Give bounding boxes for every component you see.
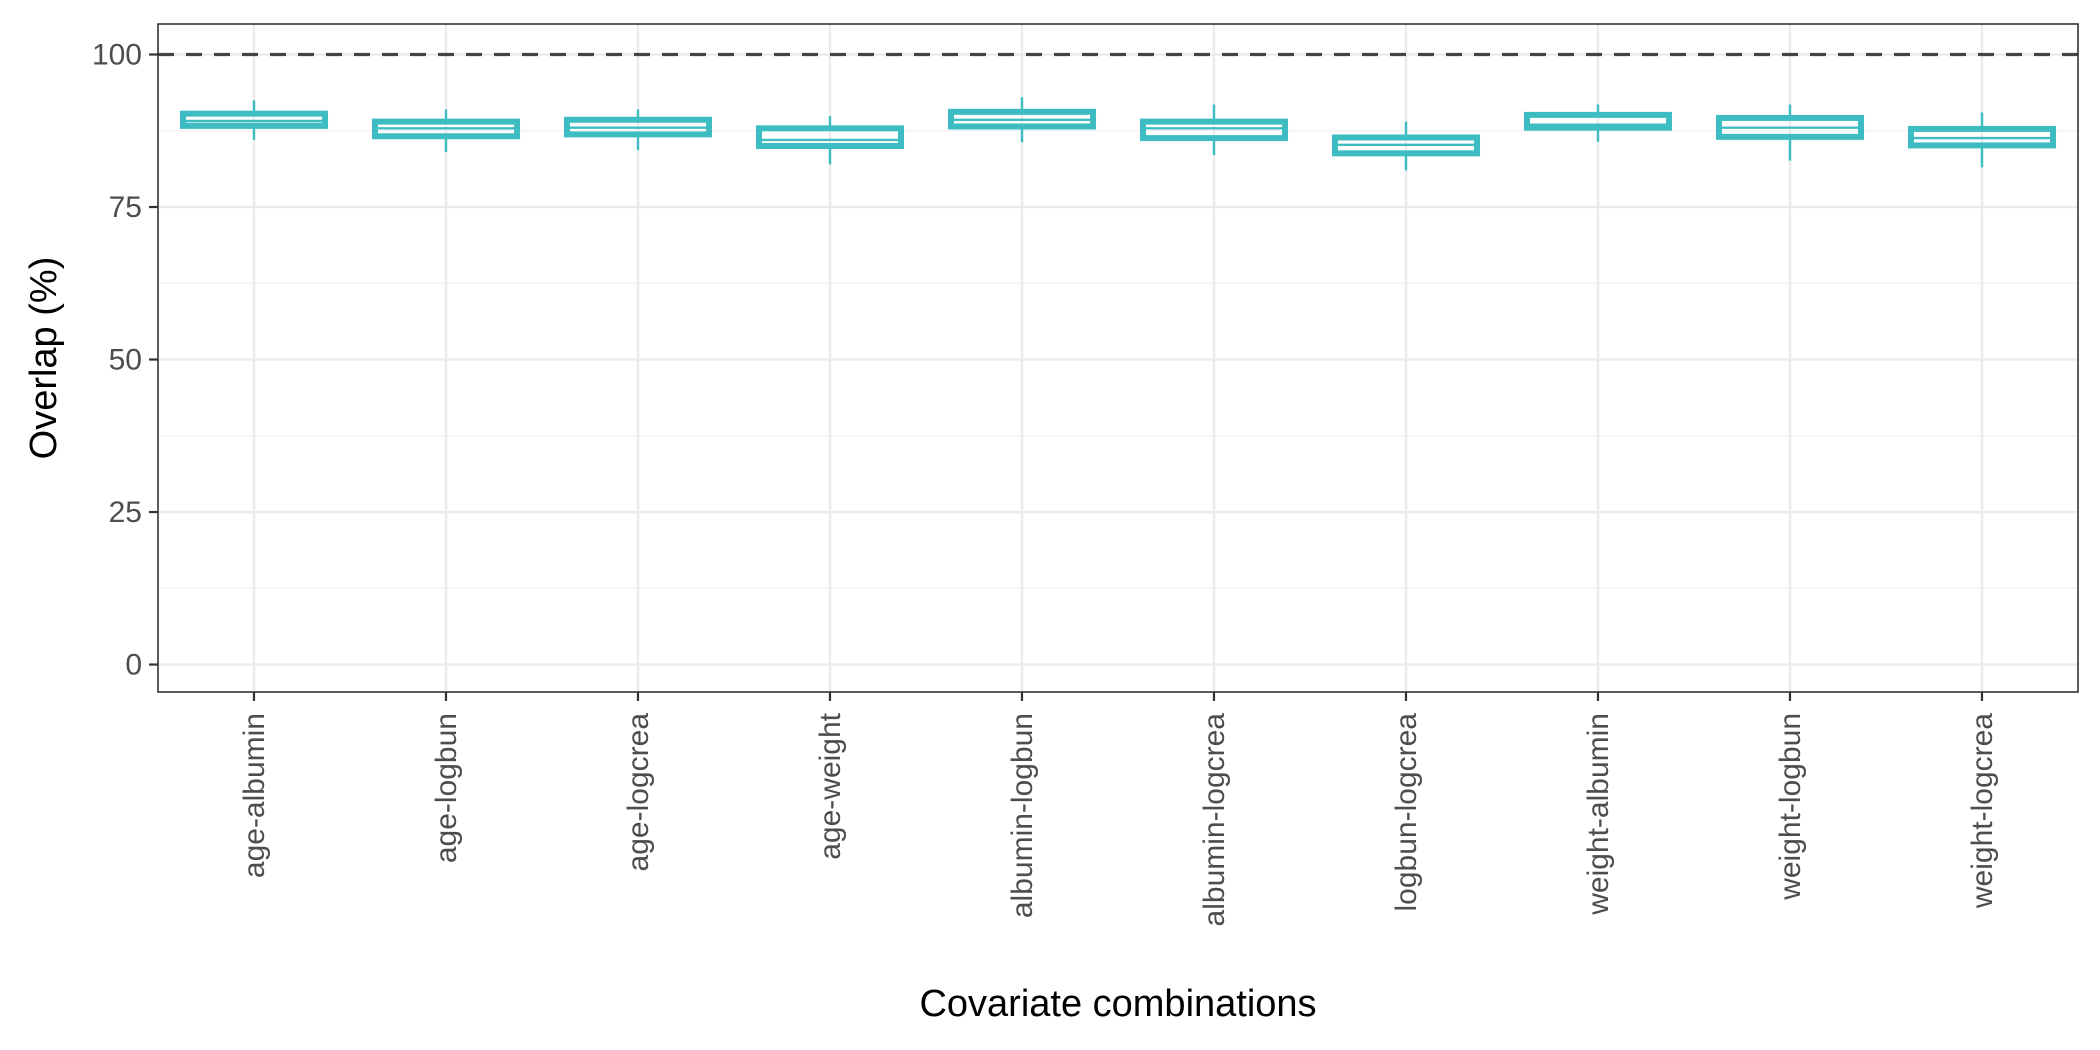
box-body	[1139, 118, 1289, 142]
x-tick-label: weight-logcrea	[1966, 713, 1999, 909]
box-logbun-logcrea	[1331, 121, 1481, 171]
box-weight-logcrea	[1907, 112, 2057, 168]
boxes-layer	[179, 97, 2057, 171]
plot-panel-border	[157, 23, 2079, 693]
box-albumin-logcrea	[1139, 104, 1289, 156]
y-tick-label: 0	[125, 649, 142, 682]
x-tick-label: age-logbun	[430, 713, 463, 863]
box-albumin-logbun	[947, 97, 1097, 143]
x-tick-label: albumin-logcrea	[1198, 713, 1231, 927]
x-tick-label: weight-logbun	[1774, 713, 1807, 901]
x-tick-label: age-weight	[814, 712, 847, 859]
y-tick-label: 100	[92, 39, 142, 72]
x-tick-label: logbun-logcrea	[1390, 713, 1423, 912]
box-age-logbun	[371, 109, 521, 153]
box-weight-albumin	[1523, 104, 1673, 142]
box-body	[1523, 111, 1673, 131]
box-age-weight	[755, 116, 905, 165]
box-body	[755, 125, 905, 150]
y-axis-title: Overlap (%)	[23, 257, 65, 460]
y-tick-label: 25	[109, 496, 142, 529]
box-age-albumin	[179, 100, 329, 140]
x-axis-title: Covariate combinations	[919, 983, 1316, 1025]
x-tick-label: age-logcrea	[622, 713, 655, 872]
box-body	[179, 110, 329, 129]
x-tick-label: weight-albumin	[1582, 713, 1615, 916]
y-tick-label: 50	[109, 344, 142, 377]
x-tick-label: age-albumin	[238, 713, 271, 878]
x-axis: age-albumin age-logbun age-logcrea age-weig…	[238, 692, 1999, 926]
x-tick-label: albumin-logbun	[1006, 713, 1039, 918]
y-tick-label: 75	[109, 191, 142, 224]
y-axis: 0 25 50 75 100	[92, 39, 158, 682]
box-weight-logbun	[1715, 104, 1865, 161]
box-age-logcrea	[563, 109, 713, 151]
